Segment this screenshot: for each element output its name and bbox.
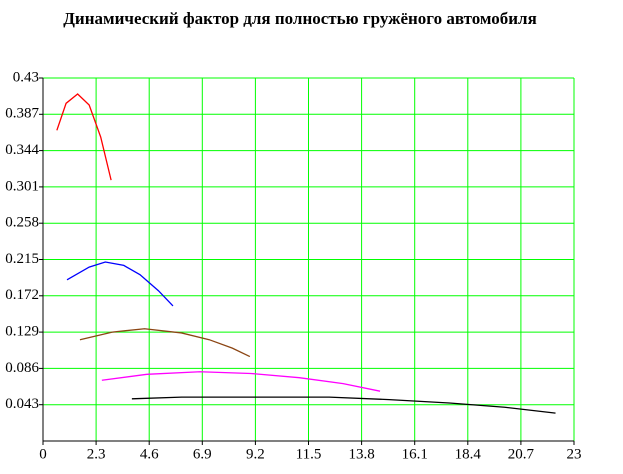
x-tick-label: 4.6 — [140, 446, 159, 462]
y-tick-label: 0.129 — [5, 324, 39, 340]
y-tick-label: 0.086 — [5, 360, 39, 376]
series-line — [66, 261, 174, 307]
y-tick-label: 0.43 — [13, 69, 39, 85]
series-line — [101, 371, 381, 392]
series-line — [131, 396, 556, 414]
x-tick-label: 20.7 — [508, 446, 535, 462]
x-tick-label: 9.2 — [246, 446, 265, 462]
x-tick-label: 23 — [567, 446, 582, 462]
x-tick-label: 18.4 — [455, 446, 482, 462]
x-tick-label: 6.9 — [193, 446, 212, 462]
x-tick-label: 16.1 — [402, 446, 428, 462]
y-tick-label: 0.301 — [5, 178, 39, 194]
x-tick-label: 13.8 — [348, 446, 374, 462]
y-tick-label: 0.387 — [5, 106, 39, 122]
series-line — [56, 93, 112, 181]
y-tick-label: 0.344 — [5, 142, 39, 158]
x-tick-label: 0 — [39, 446, 47, 462]
y-tick-label: 0.258 — [5, 215, 39, 231]
chart-title: Динамический фактор для полностью гружён… — [63, 9, 537, 28]
x-tick-label: 11.5 — [296, 446, 322, 462]
x-tick-label: 2.3 — [87, 446, 106, 462]
y-tick-label: 0.215 — [5, 251, 39, 267]
y-tick-label: 0.172 — [5, 287, 39, 303]
y-tick-label: 0.043 — [5, 396, 39, 412]
series-line — [79, 328, 251, 358]
